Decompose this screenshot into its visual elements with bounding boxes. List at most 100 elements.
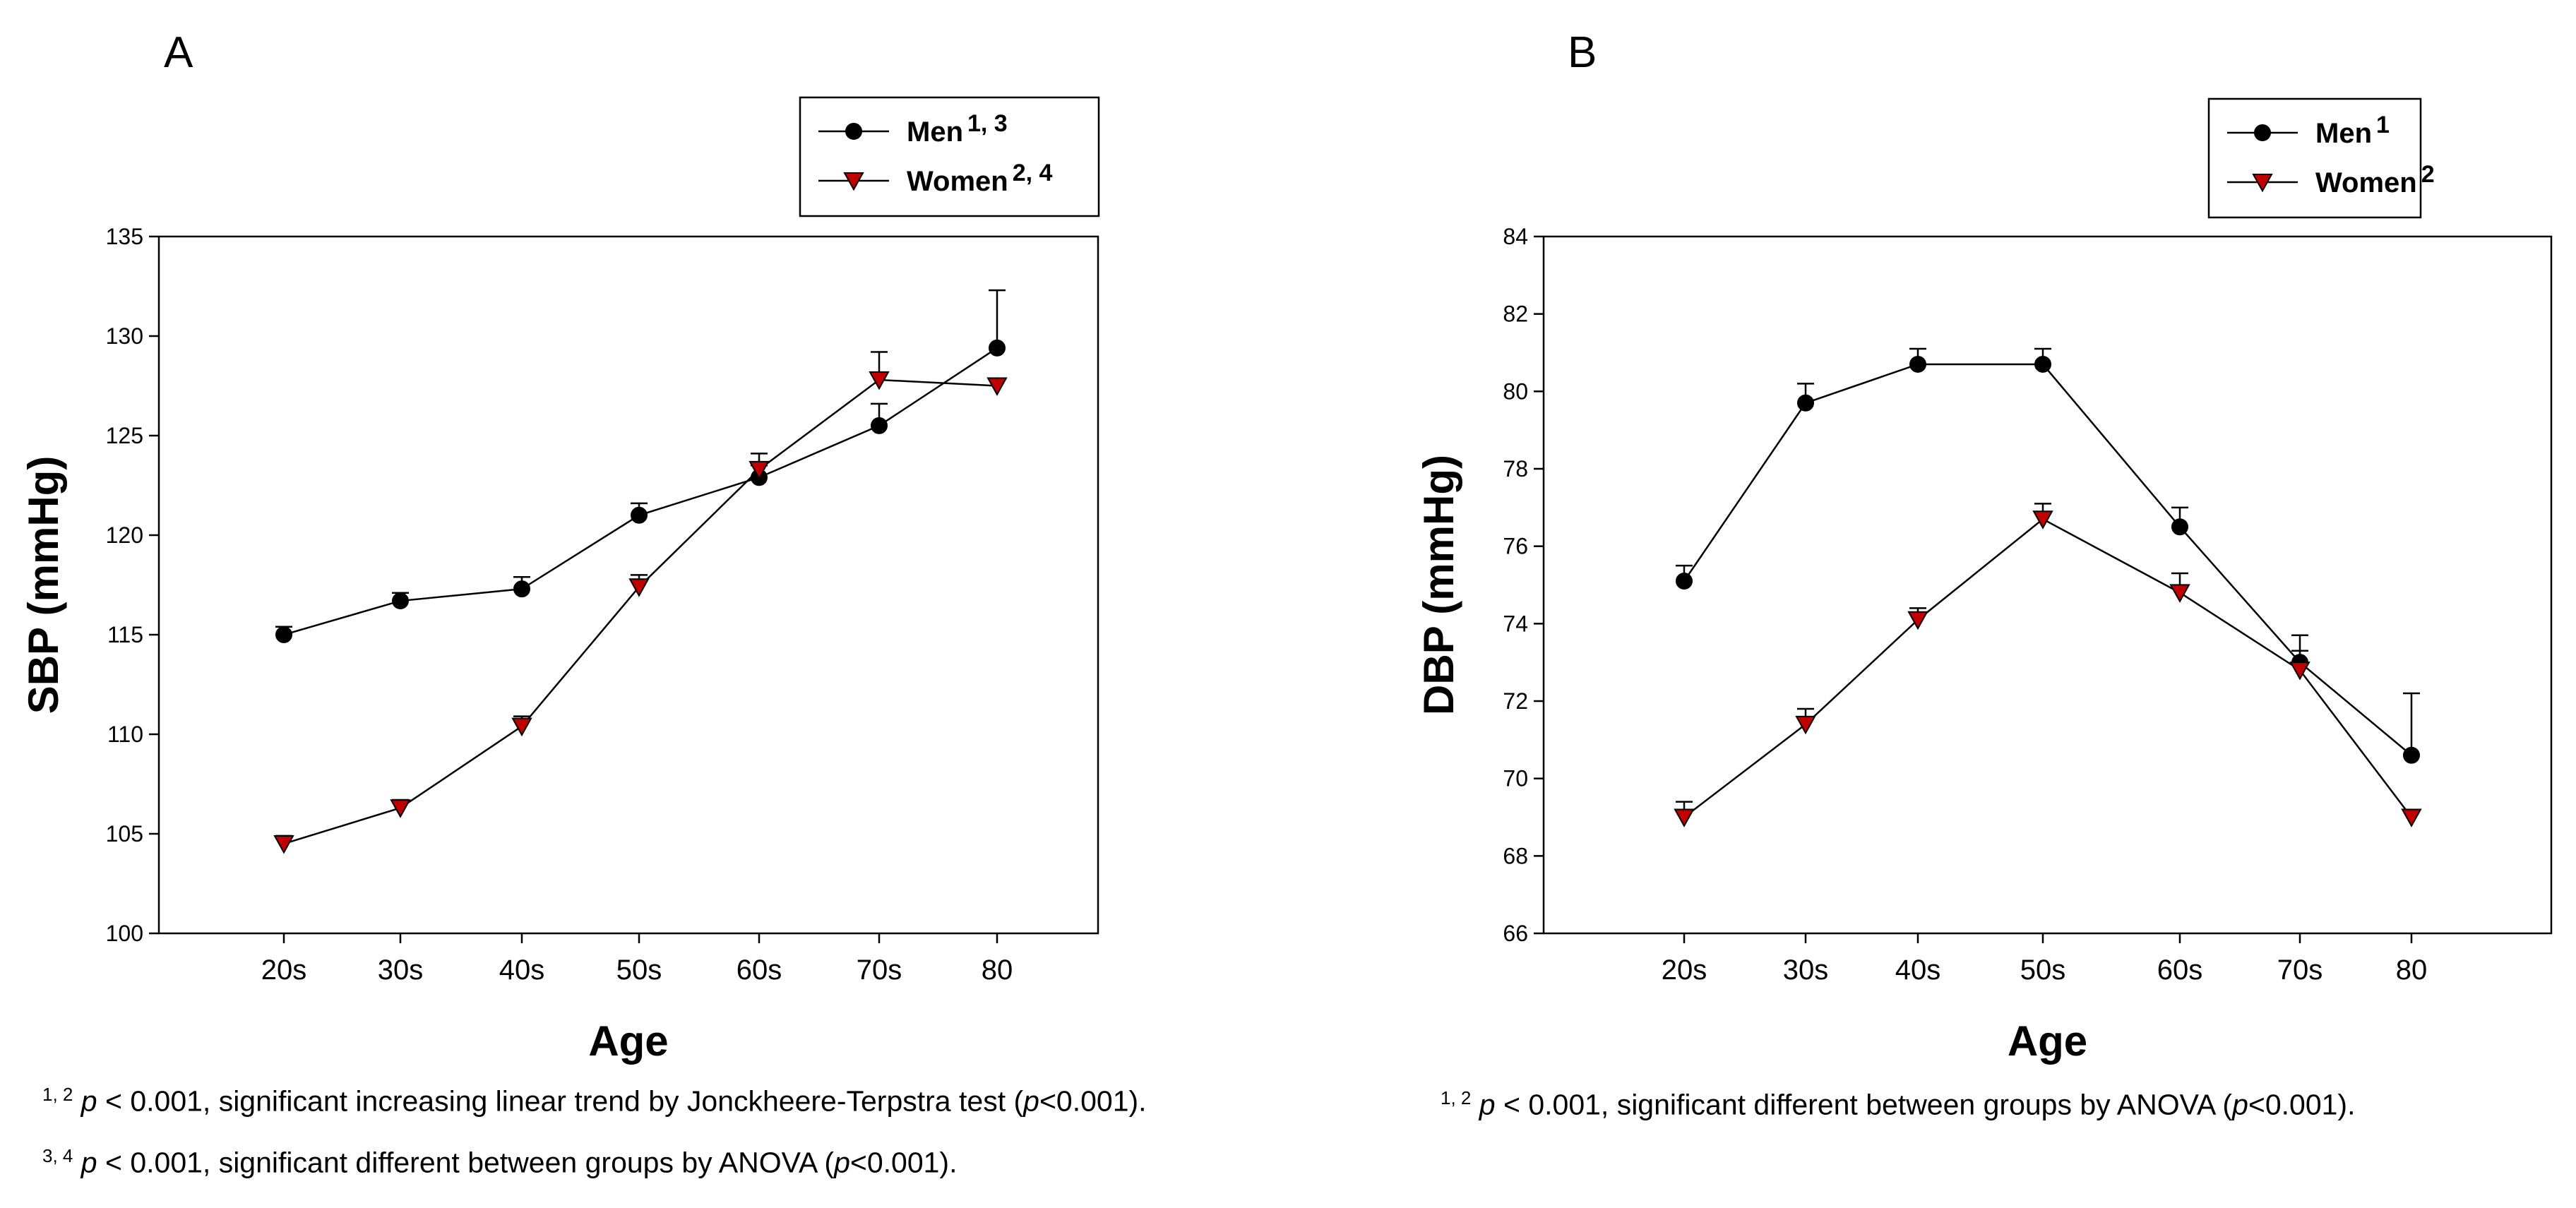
legend-box — [2207, 97, 2422, 219]
data-point — [2403, 746, 2420, 764]
y-tick-label: 120 — [106, 522, 143, 548]
footnote-b1-sup: 1, 2 — [1441, 1087, 1472, 1108]
y-tick-label: 135 — [106, 224, 143, 249]
footnote-b1-text-a: < 0.001, significant different between g… — [1495, 1088, 2233, 1121]
legend-marker — [2252, 173, 2273, 193]
y-tick-label: 130 — [106, 323, 143, 349]
y-tick-label: 84 — [1503, 224, 1528, 249]
series-line — [283, 378, 998, 845]
data-point — [1676, 573, 1693, 590]
y-tick-label: 70 — [1503, 766, 1528, 791]
x-tick-label: 80 — [2396, 955, 2428, 986]
y-axis-title: DBP (mmHg) — [1415, 455, 1462, 715]
y-axis-title: SBP (mmHg) — [20, 456, 67, 714]
legend-sup: 2, 4 — [1013, 160, 1053, 186]
x-tick-label: 40s — [1895, 955, 1941, 986]
y-tick-label: 80 — [1503, 378, 1528, 404]
x-tick-label: 20s — [1662, 955, 1707, 986]
data-point — [749, 460, 770, 480]
data-point — [390, 799, 411, 818]
series-men — [275, 289, 1006, 643]
series-men — [1676, 347, 2420, 764]
data-point — [2171, 518, 2188, 536]
x-axis-title: Age — [588, 1017, 668, 1065]
footnote-a1-text-b: <0.001). — [1039, 1084, 1147, 1118]
series-women — [273, 351, 1008, 854]
data-point — [1907, 611, 1928, 630]
x-tick-label: 60s — [737, 955, 782, 986]
plot-frame — [157, 235, 1099, 935]
y-tick-label: 78 — [1503, 456, 1528, 482]
x-axis-title: Age — [2008, 1017, 2087, 1065]
data-point — [631, 506, 648, 524]
x-tick-label: 30s — [1783, 955, 1829, 986]
data-point — [513, 580, 530, 598]
data-point — [2032, 510, 2053, 530]
y-tick-label: 68 — [1503, 843, 1528, 868]
footnote-b1-p: p — [1479, 1088, 1496, 1121]
y-tick-label: 72 — [1503, 688, 1528, 714]
footnote-a2-text-a: < 0.001, significant different between g… — [97, 1146, 835, 1179]
footnote-a1: 1, 2 p < 0.001, significant increasing l… — [42, 1084, 1147, 1118]
x-tick-label: 80 — [982, 955, 1013, 986]
footnote-b1-p2: p — [2232, 1088, 2248, 1121]
x-tick-label: 60s — [2157, 955, 2203, 986]
legend-marker — [2254, 124, 2271, 141]
legend-marker — [843, 172, 864, 191]
chart-panel-b: B 66 68 70 72 74 76 78 80 82 84 20s 30s 40s 50s 60s 70s 8… — [1415, 28, 2553, 1065]
y-tick-label: 74 — [1503, 611, 1528, 636]
y-tick-label: 110 — [107, 722, 143, 747]
x-tick-label: 70s — [2277, 955, 2323, 986]
chart-panel-a: A 100 105 110 115 120 125 130 135 20s 30s 40s 50s 60s… — [20, 28, 1100, 1065]
y-tick-label: 115 — [107, 622, 143, 647]
data-point — [986, 377, 1008, 396]
y-tick-label: 82 — [1503, 301, 1528, 327]
data-point — [871, 417, 888, 434]
y-tick-label: 125 — [106, 423, 143, 448]
footnote-b1: 1, 2 p < 0.001, significant different be… — [1441, 1087, 2355, 1122]
y-tick-label: 100 — [106, 921, 143, 946]
footnote-a2-sup: 3, 4 — [42, 1145, 73, 1166]
plot-frame — [1542, 235, 2553, 935]
legend-sup: 1, 3 — [967, 110, 1008, 137]
y-tick-label: 76 — [1503, 534, 1528, 559]
footnote-a2-p: p — [80, 1146, 97, 1179]
x-tick-label: 20s — [261, 955, 307, 986]
y-tick-label: 66 — [1503, 921, 1528, 946]
panel-label: B — [1568, 28, 1597, 77]
data-point — [511, 717, 532, 737]
footnote-a2-text-b: <0.001). — [849, 1146, 958, 1179]
data-point — [273, 835, 294, 854]
data-point — [392, 592, 409, 610]
x-tick-label: 40s — [499, 955, 545, 986]
data-point — [1674, 808, 1695, 827]
x-tick-label: 70s — [857, 955, 902, 986]
legend-box — [799, 96, 1100, 217]
data-point — [1909, 355, 1926, 373]
data-point — [2034, 355, 2051, 373]
footnote-a2: 3, 4 p < 0.001, significant different be… — [42, 1145, 957, 1180]
footnote-a2-p2: p — [834, 1146, 850, 1179]
y-tick-label: 105 — [106, 821, 143, 847]
data-point — [2289, 662, 2310, 681]
data-point — [1795, 715, 1816, 735]
x-tick-label: 50s — [616, 955, 662, 986]
legend-sup: 1 — [2376, 112, 2390, 138]
data-point — [2169, 584, 2190, 603]
series-women — [1674, 503, 2422, 827]
legend-marker — [845, 123, 862, 140]
data-point — [275, 626, 292, 643]
footnote-a1-sup: 1, 2 — [42, 1084, 73, 1105]
footnote-a1-p: p — [80, 1084, 97, 1118]
footnote-a1-text-a: < 0.001, significant increasing linear t… — [97, 1084, 1024, 1118]
data-point — [2401, 808, 2422, 827]
x-tick-label: 30s — [378, 955, 424, 986]
legend-label: Women 2 — [2315, 161, 2435, 198]
footnote-a1-p2: p — [1023, 1084, 1039, 1118]
x-tick-label: 50s — [2020, 955, 2066, 986]
series-line — [1683, 363, 2412, 756]
data-point — [1797, 394, 1814, 412]
